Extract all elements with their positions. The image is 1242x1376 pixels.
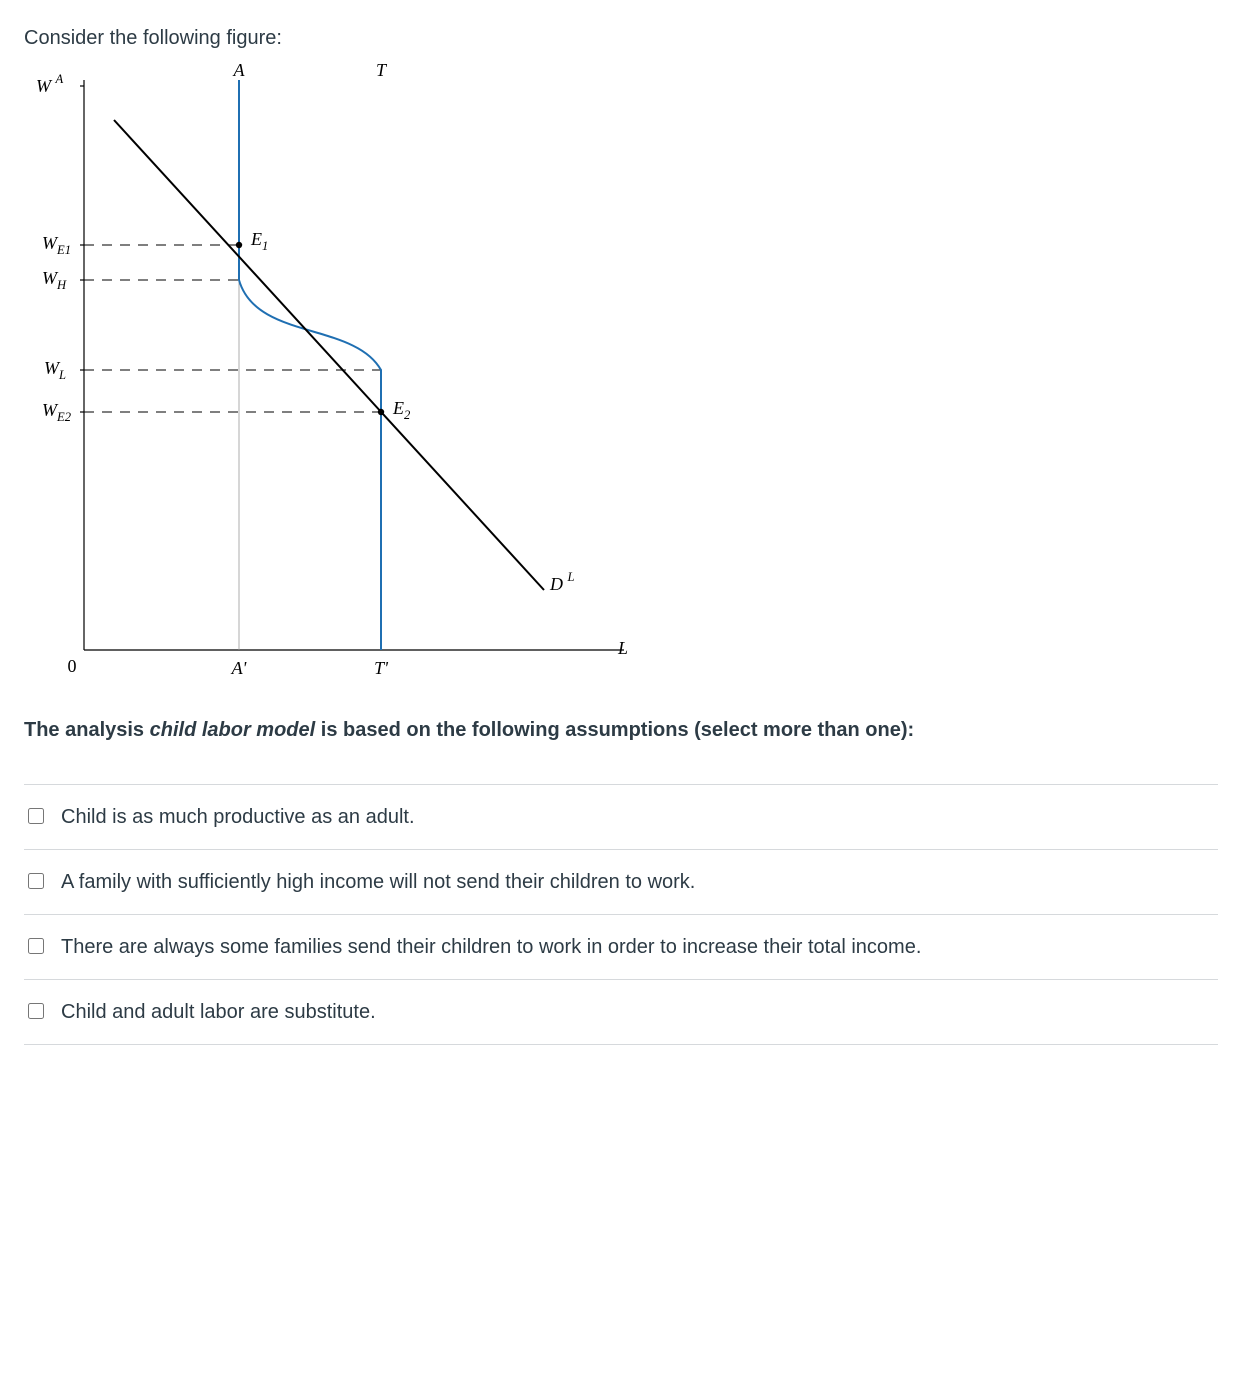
svg-text:WE2: WE2 (42, 400, 72, 424)
svg-text:WL: WL (44, 358, 66, 382)
option-label: A family with sufficiently high income w… (61, 868, 1214, 896)
question-prefix: The analysis (24, 719, 150, 741)
svg-text:T': T' (374, 658, 389, 678)
svg-text:A: A (233, 60, 246, 80)
question-stem: The analysis child labor model is based … (24, 716, 1218, 744)
option-row[interactable]: There are always some families send thei… (24, 915, 1218, 980)
question-emph: child labor model (150, 719, 316, 741)
option-label: Child and adult labor are substitute. (61, 998, 1214, 1026)
option-checkbox[interactable] (28, 808, 44, 824)
svg-text:W A: W A (36, 72, 64, 96)
option-checkbox[interactable] (28, 938, 44, 954)
svg-text:0: 0 (68, 656, 77, 676)
option-label: There are always some families send thei… (61, 933, 1214, 961)
svg-text:T: T (376, 60, 388, 80)
svg-text:WH: WH (42, 268, 67, 292)
option-row[interactable]: Child is as much productive as an adult. (24, 785, 1218, 850)
svg-text:A': A' (231, 658, 248, 678)
question-suffix: is based on the following assumptions (s… (315, 719, 914, 741)
svg-text:E2: E2 (392, 398, 411, 422)
svg-text:D L: D L (549, 570, 575, 594)
svg-text:L: L (617, 638, 628, 658)
option-row[interactable]: Child and adult labor are substitute. (24, 980, 1218, 1045)
figure-container: W A WE1 WH WL WE2 0 A T A' T' L E1 E2 D L (24, 60, 1218, 700)
question-intro: Consider the following figure: (24, 24, 1218, 52)
option-label: Child is as much productive as an adult. (61, 803, 1214, 831)
option-checkbox[interactable] (28, 873, 44, 889)
child-labor-figure: W A WE1 WH WL WE2 0 A T A' T' L E1 E2 D L (24, 60, 644, 700)
svg-text:E1: E1 (250, 229, 268, 253)
svg-text:WE1: WE1 (42, 233, 71, 257)
answer-options: Child is as much productive as an adult.… (24, 784, 1218, 1045)
option-checkbox[interactable] (28, 1003, 44, 1019)
option-row[interactable]: A family with sufficiently high income w… (24, 850, 1218, 915)
